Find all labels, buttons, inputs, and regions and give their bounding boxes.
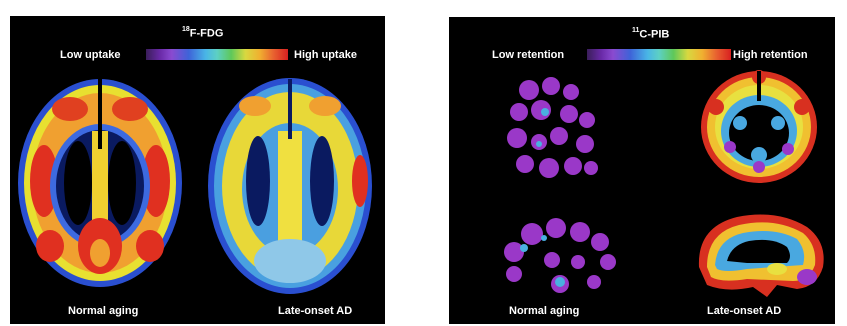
pib-pet-panel: 11C-PIB Low retention High retention xyxy=(449,17,835,324)
fdg-caption-late-onset-ad: Late-onset AD xyxy=(278,305,353,317)
fdg-caption-normal-aging: Normal aging xyxy=(68,305,139,317)
pib-late-onset-ad-sagittal-image xyxy=(698,214,824,297)
pib-caption-normal-aging: Normal aging xyxy=(509,305,580,317)
fdg-late-onset-ad-brain-image xyxy=(208,78,372,294)
fdg-scale-low-label: Low uptake xyxy=(60,49,121,61)
fdg-normal-aging-brain-image xyxy=(18,79,182,287)
pib-tracer-title: 11C-PIB xyxy=(632,27,670,41)
pib-late-onset-ad-axial-image xyxy=(701,70,817,183)
fdg-color-scale-bar xyxy=(146,49,288,60)
pib-scale-low-label: Low retention xyxy=(492,49,565,61)
fdg-pet-panel: 18F-FDG Low uptake High uptake xyxy=(10,16,385,324)
pib-scale-high-label: High retention xyxy=(733,49,808,61)
pib-color-scale-bar xyxy=(587,49,731,60)
fdg-tracer-title: 18F-FDG xyxy=(182,26,224,40)
pib-normal-aging-sagittal-image xyxy=(504,218,616,293)
fdg-scale-high-label: High uptake xyxy=(294,49,357,61)
pib-caption-late-onset-ad: Late-onset AD xyxy=(707,305,782,317)
pib-normal-aging-axial-image xyxy=(507,77,598,178)
